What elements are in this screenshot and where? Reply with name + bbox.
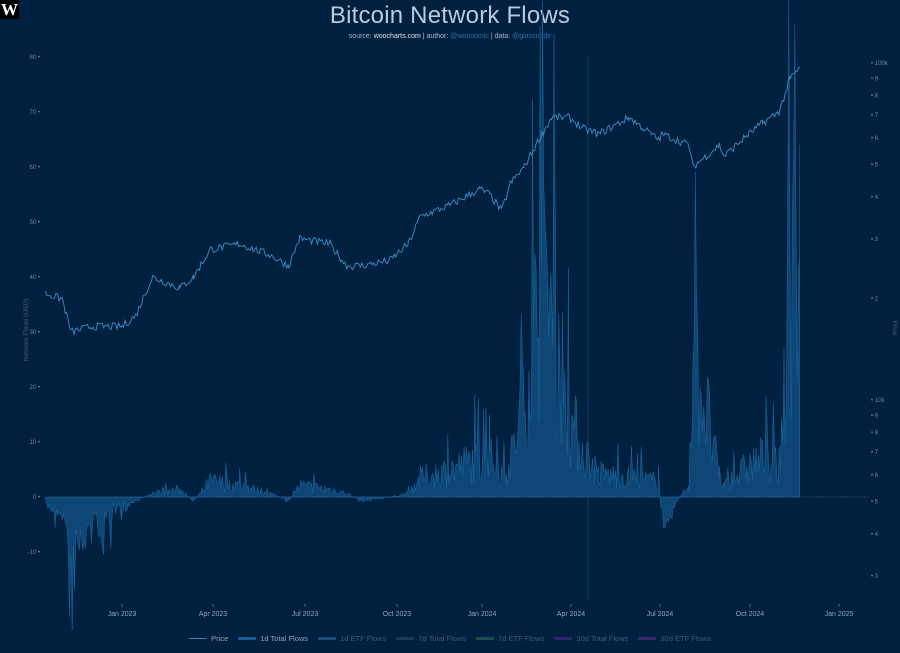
legend-label: Price	[211, 634, 229, 643]
legend-swatch-icon	[554, 637, 573, 640]
left-tick-label: 0 •	[33, 495, 40, 501]
legend-label: 7d Total Flows	[418, 634, 467, 643]
right-tick-label: • 7	[871, 113, 879, 119]
legend-item-price[interactable]: Price	[189, 634, 228, 643]
left-tick-label: 50 •	[30, 220, 40, 226]
right-axis-label: Price	[891, 321, 898, 336]
left-tick-label: 30 •	[30, 330, 40, 336]
right-tick-label: • 8	[871, 431, 879, 437]
chart-legend: Price 1d Total Flows 1d ETF Flows 7d Total …	[0, 634, 900, 643]
author-label: author:	[426, 33, 449, 40]
x-axis: Jan 2023 Apr 2023 Jul 2023 Oct 2023 Jan 2024…	[108, 604, 854, 618]
chart-title: Bitcoin Network Flows	[329, 2, 571, 29]
x-tick-label: Jul 2024	[647, 611, 674, 618]
right-tick-label: • 7	[871, 450, 879, 456]
right-y-axis: • 100k • 9 • 8 • 7 • 6 • 5 • 4 • 3 • 2 • 10k • 9 • …	[871, 61, 889, 580]
legend-item-1d-etf-flows[interactable]: 1d ETF Flows	[318, 634, 386, 643]
left-y-axis: 80 • 70 • 60 • 50 • 40 • 30 • 20 • 10 • 0 • -10 •	[28, 55, 40, 556]
legend-swatch-icon	[476, 637, 495, 640]
right-tick-label: • 5	[871, 499, 879, 505]
legend-item-30d-etf-flows[interactable]: 30d ETF Flows	[638, 634, 711, 643]
left-tick-label: -10 •	[28, 550, 40, 556]
legend-swatch-icon	[238, 637, 257, 640]
right-tick-label: • 4	[871, 195, 879, 201]
separator: |	[422, 33, 425, 40]
right-tick-label: • 3	[871, 574, 879, 580]
chart-subtitle: source: woocharts.com | author: @woonomi…	[0, 33, 900, 40]
legend-label: 30d Total Flows	[576, 634, 629, 643]
x-tick-label: Apr 2023	[199, 611, 228, 618]
right-tick-label: • 10k	[871, 398, 885, 404]
legend-label: 1d Total Flows	[260, 634, 309, 643]
left-tick-label: 20 •	[30, 385, 40, 391]
separator: |	[490, 33, 493, 40]
x-tick-label: Jan 2025	[825, 611, 854, 618]
legend-label: 30d ETF Flows	[660, 634, 711, 643]
left-tick-label: 60 •	[30, 165, 40, 171]
left-tick-label: 70 •	[30, 110, 40, 116]
x-tick-label: Jul 2023	[292, 611, 319, 618]
x-tick-label: Jan 2023	[108, 611, 137, 618]
right-tick-label: • 5	[871, 162, 879, 168]
author-link[interactable]: @woonomic	[450, 33, 489, 40]
data-source-link[interactable]: @glassnode	[512, 33, 552, 40]
legend-item-7d-etf-flows[interactable]: 7d ETF Flows	[476, 634, 544, 643]
left-tick-label: 10 •	[30, 440, 40, 446]
legend-label: 7d ETF Flows	[498, 634, 545, 643]
right-tick-label: • 2	[871, 297, 879, 303]
data-label: data:	[494, 33, 511, 40]
legend-swatch-icon	[396, 637, 415, 640]
legend-item-7d-total-flows[interactable]: 7d Total Flows	[396, 634, 466, 643]
right-tick-label: • 3	[871, 237, 879, 243]
right-tick-label: • 8	[871, 94, 879, 100]
right-tick-label: • 100k	[871, 61, 889, 67]
legend-swatch-icon	[318, 637, 337, 640]
1d-total-flows-area[interactable]	[45, 0, 801, 630]
price-line[interactable]	[45, 66, 801, 337]
right-tick-label: • 9	[871, 76, 879, 82]
x-tick-label: Oct 2024	[736, 611, 765, 618]
left-tick-label: 40 •	[30, 275, 40, 281]
chart-plot-area[interactable]: 80 • 70 • 60 • 50 • 40 • 30 • 20 • 10 • 0 • -10 •…	[0, 0, 900, 630]
right-tick-label: • 6	[871, 473, 879, 479]
legend-item-30d-total-flows[interactable]: 30d Total Flows	[554, 634, 628, 643]
x-tick-label: Oct 2023	[383, 611, 412, 618]
woocharts-logo: W	[0, 0, 19, 19]
right-tick-label: • 9	[871, 413, 879, 419]
x-tick-label: Apr 2024	[557, 611, 586, 618]
left-tick-label: 80 •	[30, 55, 40, 61]
legend-label: 1d ETF Flows	[340, 634, 387, 643]
right-tick-label: • 4	[871, 532, 879, 538]
source-link[interactable]: woocharts.com	[373, 33, 421, 40]
right-tick-label: • 6	[871, 136, 879, 142]
legend-item-1d-total-flows[interactable]: 1d Total Flows	[238, 634, 308, 643]
legend-swatch-icon	[638, 637, 657, 640]
left-axis-label: Network Flows (USD)	[23, 299, 30, 361]
x-tick-label: Jan 2024	[468, 611, 497, 618]
legend-swatch-icon	[189, 638, 208, 639]
source-label: source:	[348, 33, 372, 40]
